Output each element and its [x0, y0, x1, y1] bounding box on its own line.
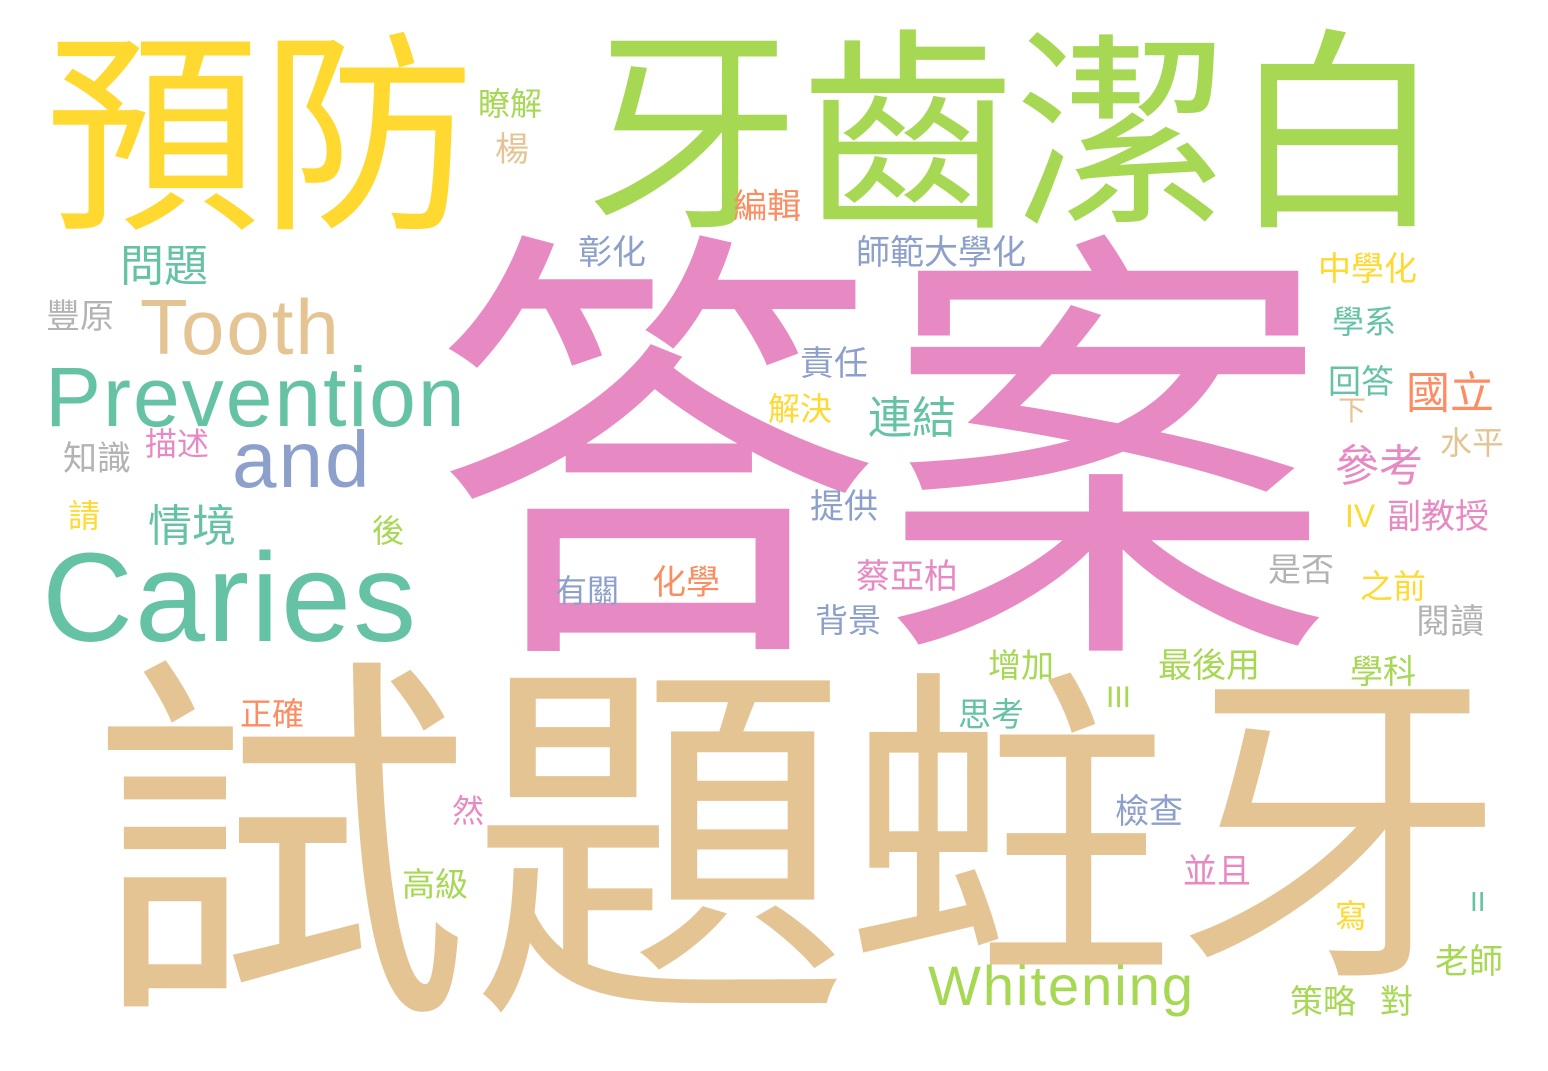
word-shuiping: 水平 [1440, 424, 1505, 462]
word-bingqie: 並且 [1183, 852, 1251, 892]
word-tooth: Tooth [140, 283, 341, 371]
word-zhishi: 知識 [63, 439, 131, 479]
word-and: and [232, 415, 372, 504]
word-dui: 對 [1380, 982, 1413, 1021]
word-xuexi: 學系 [1332, 303, 1397, 341]
word-cankao: 參考 [1335, 441, 1423, 492]
word-wenti: 問題 [120, 241, 208, 292]
word-beijing: 背景 [815, 601, 881, 640]
word-yuedu: 閱讀 [1416, 602, 1484, 642]
word-celue: 策略 [1290, 982, 1356, 1021]
word-qingjing: 情境 [148, 501, 236, 552]
word-guoli: 國立 [1406, 368, 1494, 419]
word-huida: 回答 [1328, 362, 1394, 401]
word-prevention: Prevention [45, 350, 467, 444]
word-gaoji: 高級 [402, 865, 468, 904]
word-tigong: 提供 [810, 487, 878, 527]
word-fengyuan: 豐原 [46, 297, 114, 337]
word-jiejue: 解決 [768, 390, 833, 428]
word-zhiqian: 之前 [1360, 567, 1426, 606]
word-shifou: 是否 [1268, 550, 1334, 589]
word-zengjia: 增加 [988, 646, 1054, 685]
word-bianji: 編輯 [733, 187, 801, 227]
word-youguan: 有關 [555, 572, 620, 610]
word-hou: 後 [372, 512, 405, 550]
word-yufang: 預防 [45, 12, 475, 263]
word-miaoshu: 描述 [145, 425, 210, 463]
word-fujiaoshou: 副教授 [1387, 497, 1489, 537]
word-sikao: 思考 [958, 695, 1024, 734]
word-xie: 寫 [1335, 897, 1368, 935]
word-lianjie: 連結 [868, 393, 956, 444]
word-yachi-jiebai: 牙齒潔白 [585, 10, 1445, 261]
word-liaojie: 瞭解 [478, 85, 543, 123]
word-xueke: 學科 [1350, 652, 1416, 691]
word-laoshi: 老師 [1435, 942, 1503, 982]
word-ran: 然 [452, 792, 485, 830]
word-zeren: 責任 [800, 344, 868, 384]
word-zhengque: 正確 [240, 695, 305, 733]
word-whitening: Whitening [928, 954, 1196, 1017]
word-ii: II [1470, 886, 1486, 917]
word-daan: 答案 [432, 198, 1332, 722]
word-shiti: 試題 [90, 628, 850, 1071]
word-zhanghua: 彰化 [578, 233, 646, 273]
word-caiyabo: 蔡亞柏 [856, 557, 958, 597]
word-xia: 下 [1338, 394, 1367, 427]
word-jiancha: 檢查 [1115, 792, 1183, 832]
word-zhongxuehua: 中學化 [1318, 249, 1417, 288]
word-caries: Caries [42, 527, 419, 668]
word-shifan-daxuehua: 師範大學化 [856, 233, 1026, 273]
word-qing: 請 [68, 497, 101, 535]
word-zhuya: 蛀牙 [845, 643, 1505, 1027]
word-huaxue: 化學 [652, 563, 720, 603]
word-yang: 楊 [495, 130, 529, 170]
word-iv: IV [1345, 498, 1376, 534]
word-iii: III [1106, 681, 1132, 714]
word-zuihouyong: 最後用 [1158, 646, 1260, 686]
